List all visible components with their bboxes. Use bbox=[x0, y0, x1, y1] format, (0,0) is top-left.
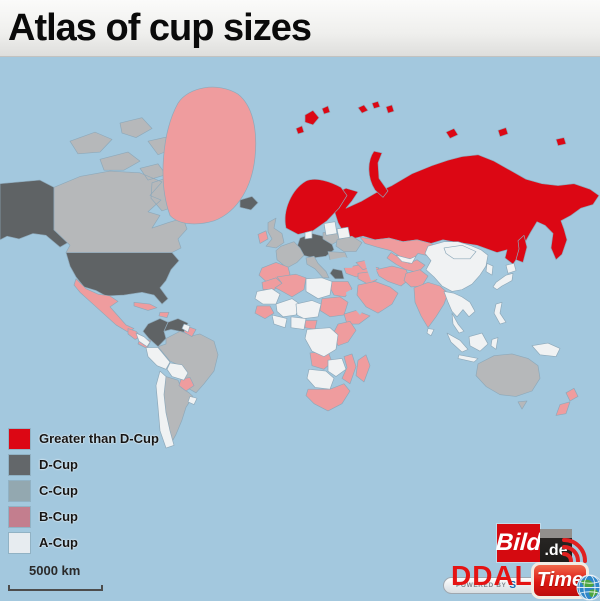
page-title-bar: Atlas of cup sizes bbox=[0, 0, 600, 57]
page-title: Atlas of cup sizes bbox=[8, 7, 312, 49]
region-greece bbox=[329, 268, 345, 280]
powered-by-label: POWERED BY bbox=[456, 582, 507, 589]
region-drc bbox=[304, 327, 339, 357]
bild-de-text: .de bbox=[544, 542, 568, 559]
region-algeria bbox=[274, 273, 307, 298]
region-korea bbox=[485, 263, 494, 276]
legend-item-d-cup: D-Cup bbox=[9, 454, 159, 475]
region-mexico bbox=[73, 278, 135, 333]
region-france bbox=[275, 241, 305, 269]
region-mozambique bbox=[341, 353, 357, 385]
legend-label: A-Cup bbox=[39, 535, 78, 550]
scale-bracket bbox=[8, 585, 103, 591]
region-hispaniola bbox=[158, 311, 170, 319]
globe-icon bbox=[576, 574, 600, 601]
region-alaska bbox=[0, 179, 69, 248]
region-belarus bbox=[336, 226, 351, 240]
legend-label: D-Cup bbox=[39, 457, 78, 472]
region-baltics bbox=[323, 221, 338, 236]
region-cameroon bbox=[304, 320, 318, 330]
region-arctic-islands bbox=[445, 127, 567, 147]
legend-item-b-cup: B-Cup bbox=[9, 506, 159, 527]
region-indochina bbox=[443, 291, 476, 318]
scale-label: 5000 km bbox=[29, 563, 81, 578]
legend-swatch-gt-d-cup bbox=[9, 428, 30, 449]
region-svalbard bbox=[295, 105, 331, 135]
legend-swatch-c-cup bbox=[9, 480, 30, 501]
ddal-watermark: DDAL bbox=[451, 560, 533, 591]
map-area: Greater than D-Cup D-Cup C-Cup B-Cup A-C… bbox=[0, 57, 600, 601]
region-zambia-zimbabwe bbox=[327, 358, 347, 377]
region-cuba bbox=[133, 301, 158, 311]
region-new-guinea bbox=[531, 342, 561, 357]
region-guyana bbox=[181, 323, 191, 333]
region-ghana-ivory-coast bbox=[271, 314, 288, 328]
region-senegal-guinea bbox=[254, 305, 275, 319]
region-australia bbox=[475, 353, 541, 410]
region-greenland bbox=[162, 86, 257, 225]
region-south-africa bbox=[305, 383, 351, 412]
region-nigeria bbox=[290, 316, 307, 330]
legend-label: B-Cup bbox=[39, 509, 78, 524]
region-uzbekistan bbox=[395, 254, 417, 264]
region-libya bbox=[305, 277, 333, 299]
region-iceland bbox=[239, 196, 259, 211]
region-sumatra bbox=[446, 332, 469, 353]
region-russia bbox=[333, 154, 600, 265]
region-india bbox=[413, 282, 449, 328]
region-saudi-arabia bbox=[356, 281, 399, 314]
legend-swatch-a-cup bbox=[9, 532, 30, 553]
region-niger-chad bbox=[295, 300, 322, 319]
region-mongolia bbox=[443, 244, 477, 260]
region-scandinavia bbox=[284, 179, 348, 235]
map-legend: Greater than D-Cup D-Cup C-Cup B-Cup A-C… bbox=[9, 428, 159, 558]
region-peru bbox=[145, 347, 171, 370]
red-sea bbox=[346, 289, 364, 315]
region-java bbox=[457, 354, 479, 363]
legend-item-a-cup: A-Cup bbox=[9, 532, 159, 553]
world-map bbox=[0, 57, 600, 601]
region-central-america bbox=[135, 332, 151, 347]
region-brazil bbox=[157, 330, 219, 394]
time-logo-text: Time bbox=[536, 569, 584, 591]
legend-item-gt-d-cup: Greater than D-Cup bbox=[9, 428, 159, 449]
region-ireland bbox=[257, 230, 269, 244]
region-new-zealand bbox=[555, 387, 579, 416]
powered-by-brand-initial: S bbox=[509, 580, 517, 591]
black-sea bbox=[330, 257, 356, 268]
region-malay-peninsula bbox=[451, 312, 465, 334]
region-bolivia bbox=[166, 362, 189, 381]
region-mali bbox=[275, 298, 301, 318]
region-sri-lanka bbox=[426, 328, 435, 337]
powered-by-link[interactable]: POWERED BY S bbox=[443, 577, 547, 594]
caspian-sea bbox=[364, 257, 378, 281]
legend-label: C-Cup bbox=[39, 483, 78, 498]
region-madagascar bbox=[355, 354, 371, 383]
legend-swatch-d-cup bbox=[9, 454, 30, 475]
region-novaya-zemlya bbox=[368, 150, 389, 198]
legend-item-c-cup: C-Cup bbox=[9, 480, 159, 501]
region-iran bbox=[375, 265, 411, 287]
region-united-kingdom bbox=[265, 217, 285, 249]
region-franz-josef-land bbox=[357, 101, 395, 114]
region-italy bbox=[305, 255, 330, 279]
bild-logo-text: Bild bbox=[494, 529, 543, 556]
region-denmark bbox=[304, 230, 313, 240]
region-usa bbox=[65, 252, 180, 305]
broadcast-waves-icon bbox=[562, 538, 587, 563]
bild-logo: Bild bbox=[494, 524, 543, 562]
region-japan bbox=[492, 263, 517, 290]
region-chile bbox=[155, 370, 175, 449]
region-philippines bbox=[493, 301, 507, 325]
region-borneo bbox=[468, 332, 489, 352]
region-ukraine bbox=[335, 235, 363, 252]
region-sulawesi bbox=[490, 337, 499, 350]
region-sakhalin bbox=[515, 234, 528, 263]
legend-label: Greater than D-Cup bbox=[39, 431, 159, 446]
region-namibia-botswana bbox=[306, 368, 335, 390]
region-paraguay bbox=[178, 377, 195, 392]
legend-swatch-b-cup bbox=[9, 506, 30, 527]
region-uruguay bbox=[187, 396, 198, 405]
